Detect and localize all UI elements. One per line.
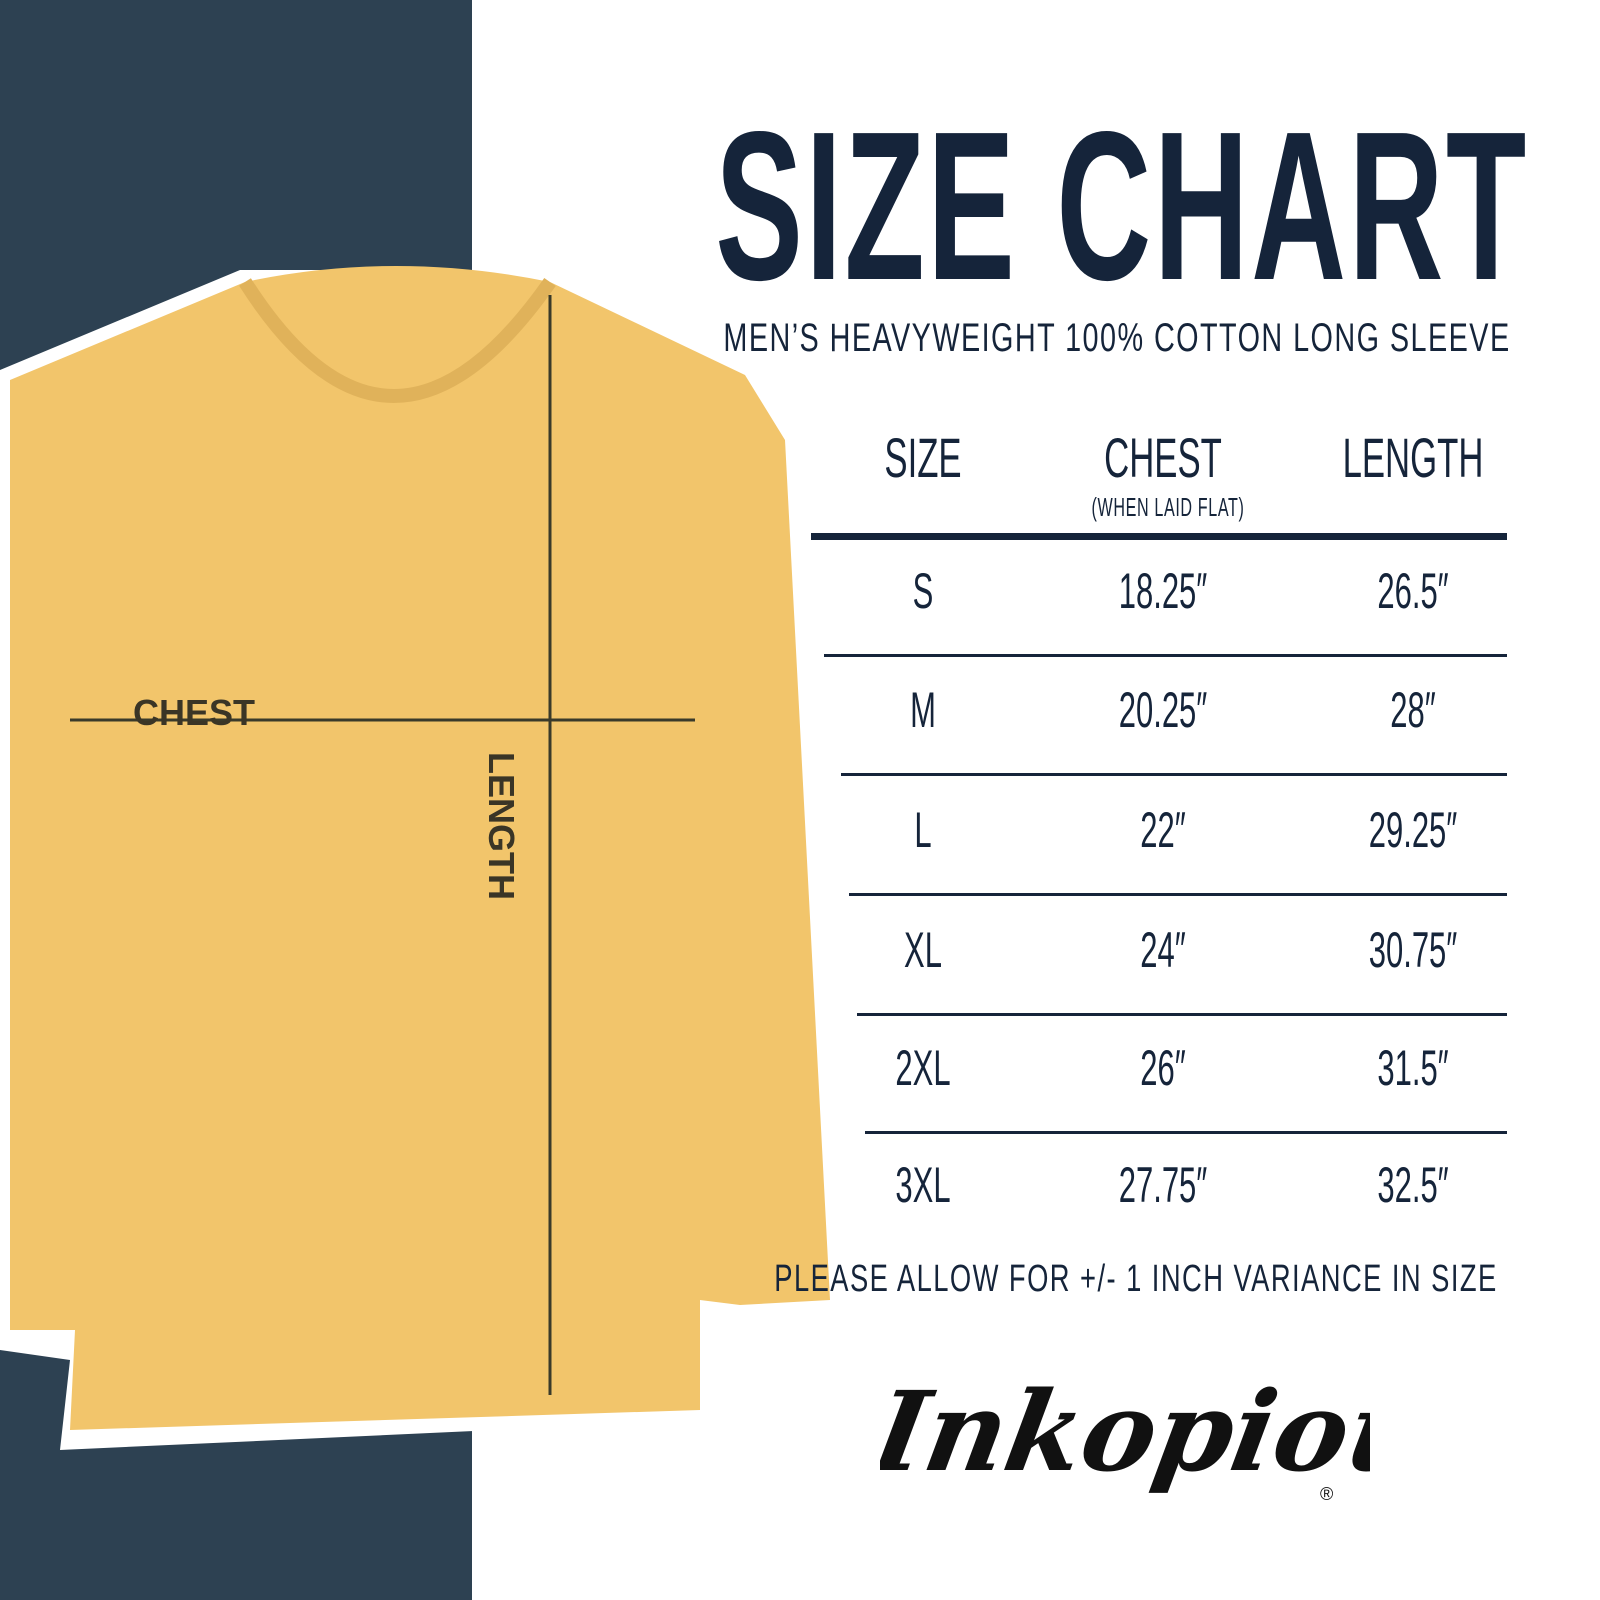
cell-text: L <box>914 802 932 858</box>
cell-chest: 24″ <box>1126 921 1199 979</box>
cell-size: 2XL <box>879 1039 968 1097</box>
cell-size: 3XL <box>879 1156 968 1214</box>
cell-text: 29.25″ <box>1368 802 1458 858</box>
svg-text:®: ® <box>1320 1484 1333 1504</box>
cell-size: S <box>906 562 939 620</box>
cell-chest: 18.25″ <box>1092 562 1235 620</box>
length-label: LENGTH <box>481 752 522 900</box>
header-length: LENGTH <box>1342 426 1484 489</box>
variance-note: PLEASE ALLOW FOR +/- 1 INCH VARIANCE IN … <box>774 1258 1498 1300</box>
cell-text: 18.25″ <box>1118 563 1208 619</box>
row-divider <box>865 1131 1507 1134</box>
cell-text: 2XL <box>895 1040 951 1096</box>
cell-text: 26″ <box>1140 1040 1186 1096</box>
row-divider <box>849 893 1507 896</box>
page-title: SIZE CHART <box>715 87 1529 324</box>
cell-text: 32.5″ <box>1377 1157 1449 1213</box>
cell-length: 30.75″ <box>1342 921 1485 979</box>
cell-size: L <box>909 801 937 859</box>
row-divider <box>841 773 1507 776</box>
chest-label: CHEST <box>133 692 256 733</box>
cell-text: 24″ <box>1140 922 1186 978</box>
row-divider <box>857 1013 1507 1016</box>
brand-logo: Inkopious ® <box>880 1368 1370 1504</box>
cell-chest: 26″ <box>1126 1039 1199 1097</box>
cell-length: 32.5″ <box>1355 1156 1470 1214</box>
cell-text: 3XL <box>895 1157 951 1213</box>
cell-size: M <box>902 681 944 739</box>
cell-text: 22″ <box>1140 802 1186 858</box>
cell-text: 20.25″ <box>1118 682 1208 738</box>
cell-text: 31.5″ <box>1377 1040 1449 1096</box>
cell-length: 29.25″ <box>1342 801 1485 859</box>
cell-text: 28″ <box>1390 682 1436 738</box>
cell-text: M <box>910 682 936 738</box>
header-chest: CHEST <box>1104 426 1222 489</box>
cell-length: 28″ <box>1376 681 1449 739</box>
cell-chest: 27.75″ <box>1092 1156 1235 1214</box>
cell-text: 26.5″ <box>1377 563 1449 619</box>
shirt-collar <box>239 277 556 403</box>
cell-text: S <box>912 563 934 619</box>
shirt-illustration <box>0 266 850 1450</box>
cell-length: 26.5″ <box>1355 562 1470 620</box>
cell-text: 27.75″ <box>1118 1157 1208 1213</box>
cell-size: XL <box>892 921 953 979</box>
shirt-body <box>10 266 830 1430</box>
header-chest-note: (WHEN LAID FLAT) <box>1091 492 1245 522</box>
header-rule <box>811 533 1507 540</box>
cell-text: 30.75″ <box>1368 922 1458 978</box>
cell-chest: 20.25″ <box>1092 681 1235 739</box>
row-divider <box>824 654 1507 657</box>
svg-text:Inkopious: Inkopious <box>880 1368 1370 1497</box>
header-size: SIZE <box>884 426 962 489</box>
cell-chest: 22″ <box>1126 801 1199 859</box>
cell-text: XL <box>904 922 942 978</box>
cell-length: 31.5″ <box>1355 1039 1470 1097</box>
subtitle: MEN’S HEAVYWEIGHT 100% COTTON LONG SLEEV… <box>723 316 1511 360</box>
